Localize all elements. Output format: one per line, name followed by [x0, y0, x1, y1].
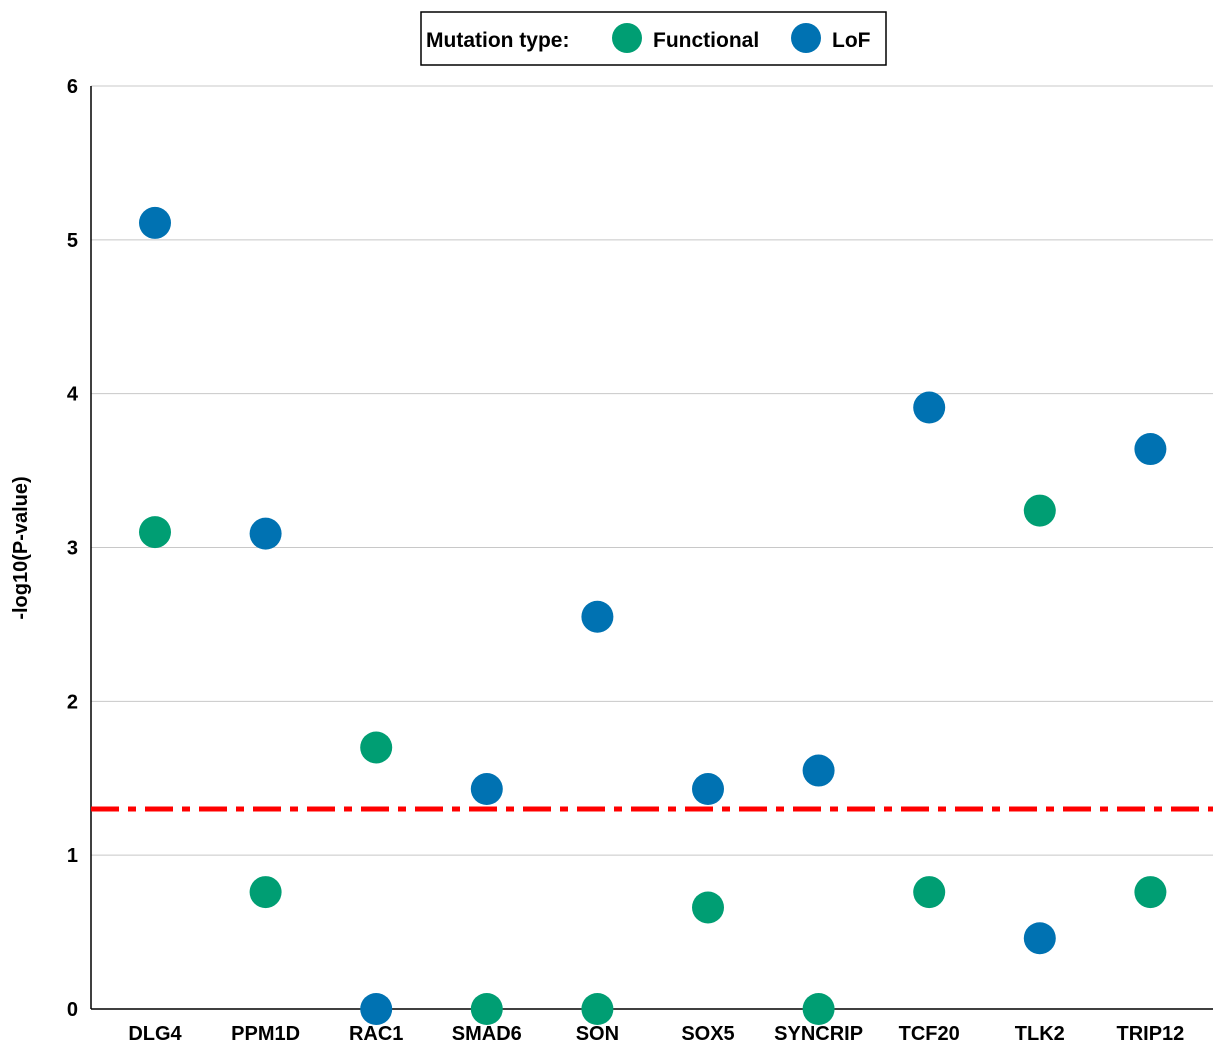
legend: Mutation type: Functional LoF: [420, 11, 887, 66]
y-tick-label: 0: [67, 999, 78, 1021]
x-tick-label: DLG4: [128, 1023, 182, 1045]
x-tick-label: TCF20: [899, 1023, 960, 1045]
y-tick-label: 1: [67, 845, 78, 867]
data-point-lof: [360, 993, 393, 1025]
x-tick-label: SYNCRIP: [774, 1023, 863, 1045]
legend-label-functional: Functional: [653, 29, 759, 52]
data-point-lof: [1023, 922, 1056, 955]
x-tick-label: RAC1: [349, 1023, 403, 1045]
x-tick-label: SOX5: [681, 1023, 734, 1045]
x-tick-label: PPM1D: [231, 1023, 300, 1045]
legend-marker-lof: [791, 23, 821, 53]
y-tick-label: 6: [67, 76, 78, 98]
data-point-lof: [249, 517, 282, 550]
y-tick-label: 5: [67, 230, 78, 252]
data-point-lof: [470, 773, 503, 806]
y-tick-label: 4: [67, 384, 79, 406]
legend-marker-functional: [612, 23, 642, 53]
data-point-lof: [139, 206, 171, 239]
axes: [90, 86, 1213, 1010]
data-point-functional: [360, 731, 393, 764]
data-point-functional: [913, 876, 946, 909]
tick-labels: 0 1 2 3 4 5 6 DLG4 PPM1D RAC1 SMAD6 SON SOX5 SYNCRIP T…: [67, 76, 1184, 1045]
gridlines: [91, 85, 1213, 856]
data-point-functional: [470, 993, 503, 1025]
data-point-lof: [1134, 433, 1167, 466]
x-tick-label: TLK2: [1015, 1023, 1065, 1045]
data-point-lof: [692, 773, 724, 806]
y-axis-label: -log10(P-value): [10, 476, 32, 619]
data-point-functional: [249, 876, 282, 909]
data-point-functional: [581, 993, 614, 1025]
data-point-functional: [802, 993, 835, 1025]
data-point-functional: [1023, 494, 1056, 527]
data-point-lof: [913, 391, 946, 424]
data-point-functional: [139, 516, 171, 549]
legend-title: Mutation type:: [426, 29, 569, 52]
data-point-functional: [692, 891, 724, 924]
x-tick-label: SON: [576, 1023, 619, 1045]
y-tick-label: 2: [67, 691, 78, 713]
y-tick-label: 3: [67, 538, 78, 560]
data-points: [139, 206, 1167, 1025]
x-tick-label: SMAD6: [452, 1023, 522, 1045]
x-tick-label: TRIP12: [1116, 1023, 1184, 1045]
data-point-lof: [581, 600, 614, 633]
data-point-functional: [1134, 876, 1167, 909]
data-point-lof: [802, 754, 835, 787]
legend-label-lof: LoF: [832, 29, 871, 52]
